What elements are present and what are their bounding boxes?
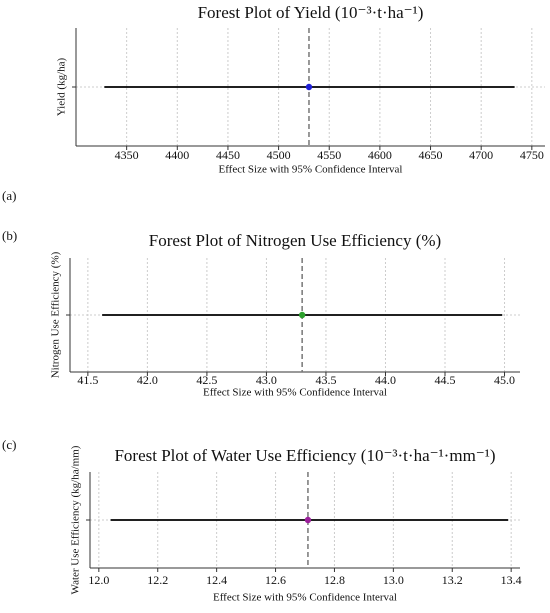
x-axis-label: Effect Size with 95% Confidence Interval [213,592,397,604]
x-tick-label: 13.4 [501,573,522,587]
chart-title: Forest Plot of Nitrogen Use Efficiency (… [149,231,441,250]
x-tick-label: 43.5 [315,373,336,387]
x-tick-label: 13.0 [383,573,404,587]
x-tick-label: 4700 [469,148,493,162]
y-axis-label: Water Use Efficiency (kg/ha/mm) [70,445,82,594]
panel-label: (a) [2,188,16,203]
x-tick-label: 4550 [317,148,341,162]
x-tick-label: 4450 [216,148,240,162]
point-estimate [298,311,306,319]
chart-title: Forest Plot of Yield (10⁻³·t·ha⁻¹) [198,3,424,22]
panel-label: (c) [2,437,16,452]
chart-title: Forest Plot of Water Use Efficiency (10⁻… [114,446,495,465]
x-tick-label: 12.2 [147,573,168,587]
x-tick-label: 44.5 [435,373,456,387]
x-tick-label: 12.0 [88,573,109,587]
x-axis-label: Effect Size with 95% Confidence Interval [203,387,387,399]
x-tick-label: 42.0 [137,373,158,387]
x-tick-label: 12.8 [324,573,345,587]
x-tick-label: 41.5 [77,373,98,387]
x-tick-label: 4500 [267,148,291,162]
y-axis-label: Yield (kg/ha) [56,57,68,116]
x-tick-label: 4600 [368,148,392,162]
point-estimate [305,83,313,91]
x-tick-label: 4350 [115,148,139,162]
x-tick-label: 13.2 [442,573,463,587]
x-axis-label: Effect Size with 95% Confidence Interval [219,164,403,176]
x-tick-label: 42.5 [196,373,217,387]
panel-label: (b) [2,228,17,243]
x-tick-label: 12.6 [265,573,286,587]
x-tick-label: 4400 [165,148,189,162]
x-tick-label: 4650 [419,148,443,162]
x-tick-label: 45.0 [494,373,515,387]
x-tick-label: 43.0 [256,373,277,387]
y-axis-label: Nitrogen Use Efficiency (%) [50,251,62,378]
x-tick-label: 44.0 [375,373,396,387]
x-tick-label: 4750 [520,148,544,162]
point-estimate [304,516,312,524]
x-tick-label: 12.4 [206,573,227,587]
